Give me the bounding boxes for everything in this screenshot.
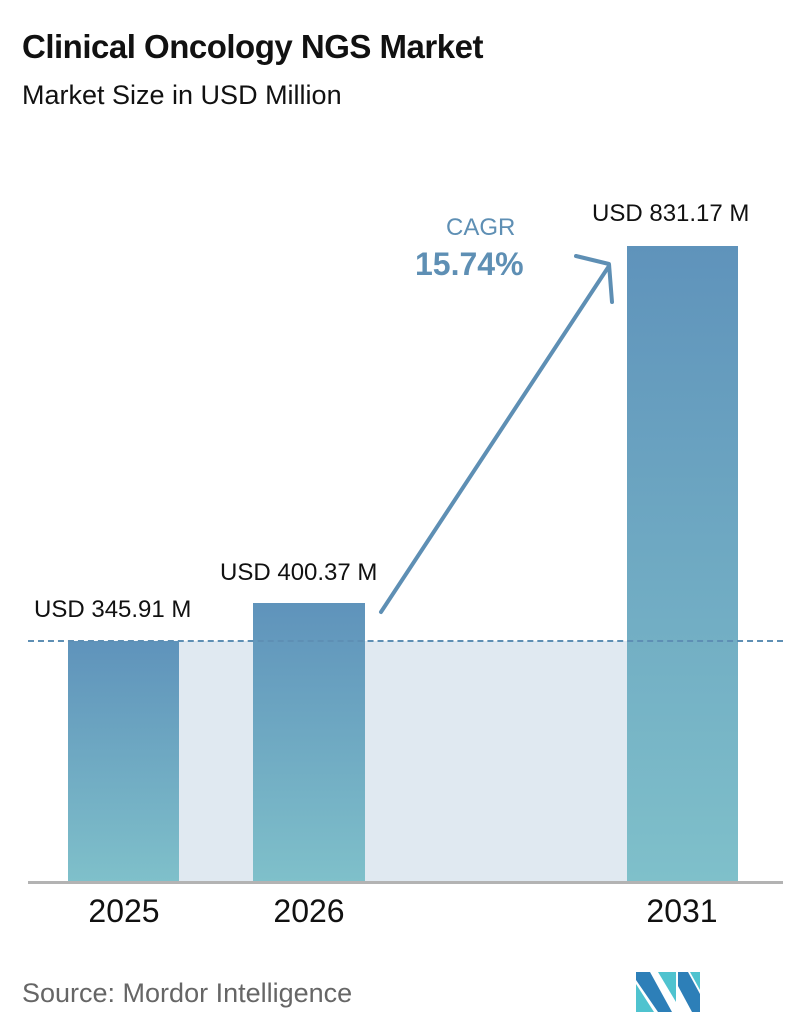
value-label-2026: USD 400.37 M <box>220 559 378 586</box>
value-label-2025: USD 345.91 M <box>34 596 192 623</box>
source-text: Source: Mordor Intelligence <box>22 978 353 1008</box>
x-tick-2026: 2026 <box>273 893 345 929</box>
value-label-2031: USD 831.17 M <box>592 200 750 227</box>
chart-title: Clinical Oncology NGS Market <box>22 28 483 65</box>
bar-2025 <box>68 641 179 882</box>
x-axis-line <box>28 881 783 884</box>
x-tick-2025: 2025 <box>88 893 160 929</box>
cagr-value: 15.74% <box>415 246 524 282</box>
reference-dashed-line <box>28 640 783 642</box>
bar-2031 <box>627 246 738 882</box>
x-tick-2031: 2031 <box>646 893 718 929</box>
cagr-label: CAGR <box>446 214 516 241</box>
mordor-logo-icon <box>636 972 700 1012</box>
chart-subtitle: Market Size in USD Million <box>22 80 342 110</box>
bar-2026 <box>253 603 365 882</box>
